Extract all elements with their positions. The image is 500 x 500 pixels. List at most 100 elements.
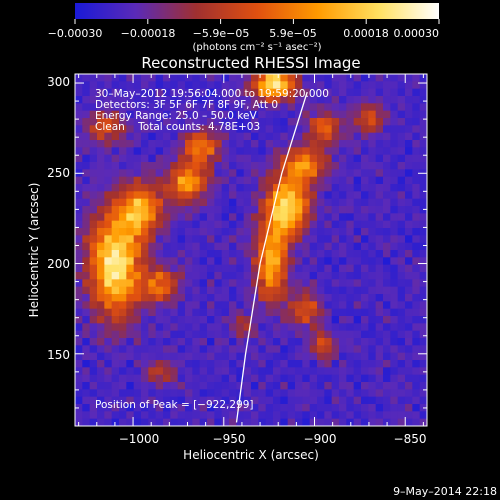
heatmap-cell bbox=[214, 118, 223, 126]
heatmap-cell bbox=[339, 169, 347, 178]
heatmap-cell bbox=[126, 184, 135, 192]
heatmap-cell bbox=[412, 81, 421, 90]
heatmap-cell bbox=[199, 81, 208, 90]
heatmap-cell bbox=[302, 345, 311, 354]
heatmap-cell bbox=[412, 257, 421, 266]
heatmap-cell bbox=[221, 396, 230, 405]
heatmap-cell bbox=[97, 110, 105, 119]
heatmap-cell bbox=[419, 242, 427, 251]
heatmap-cell bbox=[353, 294, 362, 302]
heatmap-cell bbox=[397, 338, 406, 346]
annotation-clean: Clean Total counts: 4.78E+03 bbox=[95, 121, 260, 133]
heatmap-cell bbox=[331, 176, 340, 185]
heatmap-cell bbox=[287, 184, 296, 192]
heatmap-cell bbox=[317, 323, 325, 332]
heatmap-cell bbox=[287, 257, 296, 266]
heatmap-cell bbox=[148, 323, 157, 332]
heatmap-cell bbox=[412, 88, 421, 97]
heatmap-cell bbox=[214, 147, 223, 156]
heatmap-cell bbox=[214, 169, 223, 178]
heatmap-cell bbox=[111, 338, 120, 346]
heatmap-cell bbox=[111, 330, 120, 339]
heatmap-cell bbox=[273, 103, 281, 112]
heatmap-cell bbox=[126, 396, 135, 405]
heatmap-cell bbox=[302, 396, 311, 405]
heatmap-cell bbox=[412, 396, 421, 405]
heatmap-cell bbox=[192, 286, 201, 295]
heatmap-cell bbox=[89, 411, 98, 420]
heatmap-cell bbox=[302, 374, 311, 383]
heatmap-cell bbox=[258, 242, 267, 251]
heatmap-cell bbox=[170, 257, 179, 266]
heatmap-cell bbox=[397, 250, 406, 258]
heatmap-cell bbox=[119, 191, 127, 200]
heatmap-cell bbox=[111, 301, 120, 310]
heatmap-cell bbox=[383, 235, 391, 244]
heatmap-cell bbox=[141, 352, 149, 361]
heatmap-cell bbox=[243, 206, 252, 214]
heatmap-cell bbox=[287, 154, 296, 163]
heatmap-cell bbox=[126, 294, 135, 302]
heatmap-cell bbox=[89, 206, 98, 214]
heatmap-cell bbox=[82, 301, 91, 310]
heatmap-cell bbox=[104, 360, 113, 368]
heatmap-cell bbox=[280, 308, 289, 317]
heatmap-cell bbox=[214, 323, 223, 332]
heatmap-cell bbox=[353, 132, 362, 141]
heatmap-cell bbox=[419, 176, 427, 185]
heatmap-cell bbox=[243, 235, 252, 244]
heatmap-cell bbox=[346, 154, 355, 163]
heatmap-cell bbox=[163, 162, 171, 170]
heatmap-cell bbox=[258, 96, 267, 104]
heatmap-cell bbox=[89, 74, 98, 82]
heatmap-cell bbox=[251, 198, 259, 207]
heatmap-cell bbox=[177, 411, 186, 420]
heatmap-cell bbox=[199, 301, 208, 310]
heatmap-cell bbox=[353, 198, 362, 207]
heatmap-cell bbox=[390, 132, 399, 141]
heatmap-cell bbox=[170, 301, 179, 310]
heatmap-cell bbox=[390, 382, 399, 390]
heatmap-cell bbox=[243, 242, 252, 251]
heatmap-cell bbox=[280, 169, 289, 178]
heatmap-cell bbox=[243, 74, 252, 82]
heatmap-cell bbox=[104, 154, 113, 163]
heatmap-cell bbox=[104, 118, 113, 126]
heatmap-cell bbox=[390, 338, 399, 346]
heatmap-cell bbox=[126, 96, 135, 104]
heatmap-cell bbox=[236, 235, 245, 244]
heatmap-cell bbox=[346, 250, 355, 258]
heatmap-cell bbox=[170, 382, 179, 390]
heatmap-cell bbox=[339, 147, 347, 156]
heatmap-cell bbox=[236, 404, 245, 412]
heatmap-cell bbox=[177, 96, 186, 104]
heatmap-cell bbox=[89, 330, 98, 339]
heatmap-cell bbox=[375, 418, 384, 426]
heatmap-cell bbox=[133, 396, 142, 405]
heatmap-cell bbox=[104, 382, 113, 390]
heatmap-cell bbox=[295, 360, 303, 368]
heatmap-cell bbox=[265, 389, 274, 398]
heatmap-cell bbox=[302, 360, 311, 368]
heatmap-cell bbox=[339, 140, 347, 148]
heatmap-cell bbox=[375, 286, 384, 295]
x-tick-label: −950 bbox=[213, 432, 246, 446]
heatmap-cell bbox=[405, 286, 413, 295]
heatmap-cell bbox=[214, 367, 223, 376]
heatmap-cell bbox=[126, 81, 135, 90]
heatmap-cell bbox=[390, 169, 399, 178]
heatmap-cell bbox=[163, 272, 171, 280]
heatmap-cell bbox=[361, 316, 369, 324]
heatmap-cell bbox=[346, 125, 355, 134]
heatmap-cell bbox=[119, 294, 127, 302]
heatmap-cell bbox=[397, 81, 406, 90]
heatmap-cell bbox=[258, 140, 267, 148]
heatmap-cell bbox=[75, 184, 83, 192]
heatmap-cell bbox=[104, 96, 113, 104]
heatmap-cell bbox=[119, 264, 127, 273]
heatmap-cell bbox=[368, 345, 377, 354]
heatmap-cell bbox=[170, 74, 179, 82]
heatmap-cell bbox=[229, 301, 237, 310]
heatmap-cell bbox=[221, 176, 230, 185]
heatmap-cell bbox=[126, 74, 135, 82]
